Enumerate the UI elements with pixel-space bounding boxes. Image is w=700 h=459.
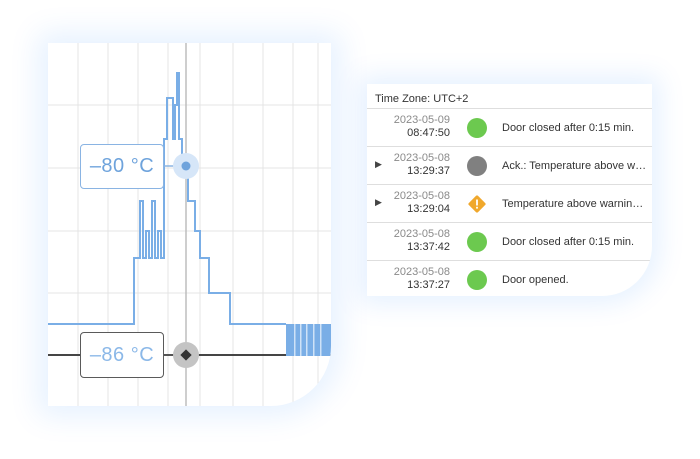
cursor-marker-primary[interactable] — [173, 153, 199, 179]
event-date: 2023-05-09 — [393, 114, 450, 126]
event-message: Temperature above warning limit — [502, 198, 647, 210]
cursor-marker-secondary[interactable] — [173, 342, 199, 368]
series-line-primary — [48, 72, 286, 325]
event-date: 2023-05-08 — [393, 152, 450, 164]
expand-arrow-icon[interactable]: ▶ — [375, 159, 382, 169]
temperature-chart-card: –80 °C –86 °C — [48, 43, 331, 406]
event-date: 2023-05-08 — [393, 228, 450, 240]
event-date: 2023-05-08 — [393, 190, 450, 202]
data-density-band — [286, 324, 331, 356]
event-time: 13:29:04 — [407, 203, 450, 215]
temperature-callout-primary: –80 °C — [80, 144, 164, 189]
event-time: 13:37:42 — [407, 241, 450, 253]
warning-icon — [468, 195, 486, 213]
event-time: 13:37:27 — [407, 279, 450, 291]
status-ok-icon — [467, 232, 487, 252]
status-ok-icon — [467, 118, 487, 138]
event-row[interactable]: 2023-05-08 13:37:42 Door closed after 0:… — [367, 222, 652, 261]
event-date: 2023-05-08 — [393, 266, 450, 278]
event-time: 08:47:50 — [407, 127, 450, 139]
event-time: 13:29:37 — [407, 165, 450, 177]
event-row[interactable]: ▶ 2023-05-08 13:29:37 Ack.: Temperature … — [367, 146, 652, 185]
event-message: Door closed after 0:15 min. — [502, 122, 635, 134]
event-row[interactable]: ▶ 2023-05-08 13:29:04 Temperature above … — [367, 184, 652, 223]
event-message: Ack.: Temperature above warning — [502, 160, 647, 172]
status-ok-icon — [467, 270, 487, 290]
event-message: Door opened. — [502, 274, 569, 286]
event-message: Door closed after 0:15 min. — [502, 236, 635, 248]
temperature-callout-secondary: –86 °C — [80, 332, 164, 378]
event-log-card: Time Zone: UTC+2 2023-05-09 08:47:50 Doo… — [367, 84, 652, 296]
timezone-label: Time Zone: UTC+2 — [375, 93, 469, 105]
event-row[interactable]: 2023-05-08 13:37:27 Door opened. — [367, 260, 652, 296]
expand-arrow-icon[interactable]: ▶ — [375, 197, 382, 207]
event-row[interactable]: 2023-05-09 08:47:50 Door closed after 0:… — [367, 108, 652, 147]
status-acknowledged-icon — [467, 156, 487, 176]
